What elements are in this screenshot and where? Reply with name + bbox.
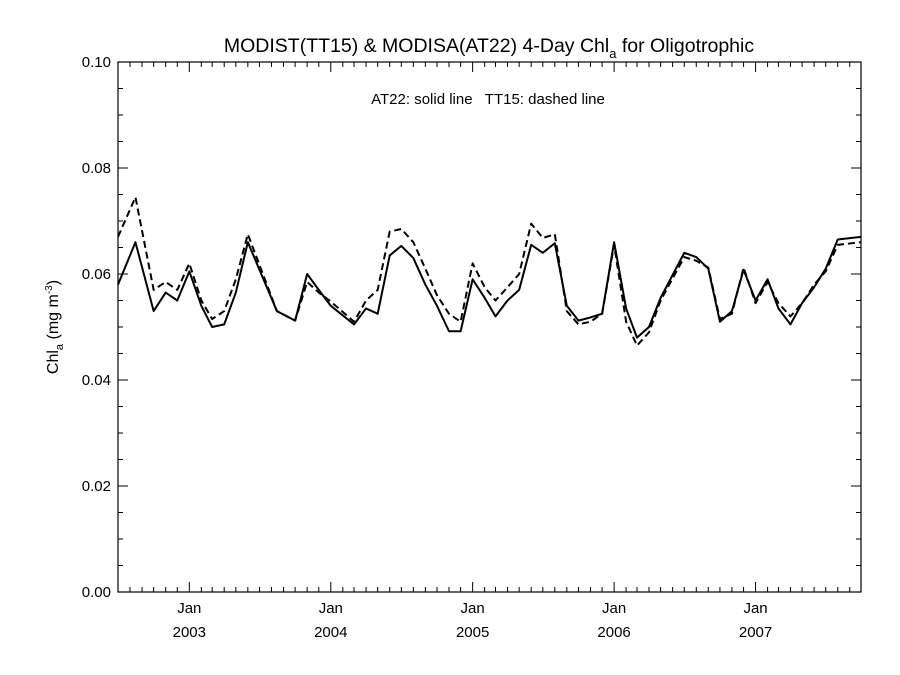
y-axis-label-close: ) xyxy=(45,280,62,285)
y-axis-label-main: Chl xyxy=(45,350,62,374)
x-tick-label-year: 2007 xyxy=(739,624,772,641)
x-tick-label-year: 2004 xyxy=(314,624,347,641)
x-tick-label-month: Jan xyxy=(602,600,626,617)
y-axis-label: Chla (mg m-3) xyxy=(44,280,66,374)
x-axis-ticks: Jan 2003 Jan 2004 Jan 2005 Jan 2006 Jan 2007 xyxy=(117,62,851,641)
y-tick-label: 0.08 xyxy=(82,160,111,177)
x-tick-label-year: 2005 xyxy=(456,624,489,641)
x-tick-label-month: Jan xyxy=(461,600,485,617)
y-tick-label: 0.02 xyxy=(82,478,111,495)
chart-title-subscript: a xyxy=(609,46,617,61)
x-tick-label-month: Jan xyxy=(743,600,767,617)
y-axis-label-unit: (mg m xyxy=(45,294,62,344)
series-line-at22 xyxy=(117,235,862,339)
y-tick-label: 0.06 xyxy=(82,266,111,283)
x-tick-label-month: Jan xyxy=(319,600,343,617)
plot-frame xyxy=(117,61,862,593)
chart-title: MODIST(TT15) & MODISA(AT22) 4-Day Chla f… xyxy=(224,35,754,61)
y-tick-label: 0.10 xyxy=(82,54,111,71)
chart-title-main: MODIST(TT15) & MODISA(AT22) 4-Day Chl xyxy=(224,35,609,57)
series-annotation: AT22: solid line TT15: dashed line xyxy=(371,91,605,108)
series-line-tt15 xyxy=(117,196,862,347)
y-axis-label-subscript: a xyxy=(54,343,66,350)
x-tick-label-year: 2006 xyxy=(597,624,630,641)
data-series xyxy=(117,196,862,347)
y-axis-label-superscript: -3 xyxy=(44,285,55,294)
x-tick-label-year: 2003 xyxy=(173,624,206,641)
y-tick-label: 0.04 xyxy=(82,372,111,389)
y-tick-label: 0.00 xyxy=(82,584,111,601)
y-axis-ticks: 0.00 0.02 0.04 0.06 0.08 0.10 xyxy=(82,54,861,601)
chart-title-tail: for Oligotrophic xyxy=(616,35,754,57)
x-tick-label-month: Jan xyxy=(177,600,201,617)
